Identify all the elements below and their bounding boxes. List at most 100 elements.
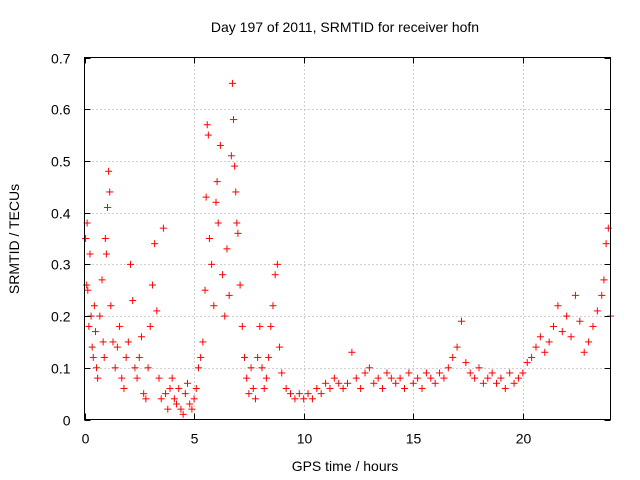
data-point bbox=[129, 297, 137, 305]
grid-lines bbox=[84, 57, 611, 420]
y-tick-label: 0.4 bbox=[51, 206, 71, 222]
y-tick-label: 0.3 bbox=[51, 257, 71, 273]
data-point bbox=[361, 369, 369, 377]
data-point bbox=[157, 395, 165, 403]
data-point bbox=[479, 379, 487, 387]
data-point bbox=[304, 390, 312, 398]
data-point bbox=[179, 410, 187, 418]
data-point bbox=[322, 379, 330, 387]
data-point bbox=[232, 188, 240, 196]
y-axis-label: SRMTID / TECUs bbox=[6, 184, 22, 294]
data-point bbox=[151, 240, 159, 248]
data-point bbox=[91, 328, 99, 336]
data-point bbox=[585, 338, 593, 346]
data-point bbox=[457, 317, 465, 325]
data-point bbox=[197, 353, 205, 361]
data-point bbox=[188, 405, 196, 413]
data-point bbox=[155, 374, 163, 382]
data-point bbox=[118, 374, 126, 382]
data-point bbox=[245, 390, 253, 398]
data-point bbox=[142, 395, 150, 403]
data-point bbox=[550, 322, 558, 330]
data-point bbox=[105, 167, 113, 175]
data-point bbox=[98, 276, 106, 284]
data-point bbox=[238, 322, 246, 330]
data-point bbox=[427, 374, 435, 382]
data-point bbox=[254, 353, 262, 361]
data-point bbox=[227, 152, 235, 160]
data-point bbox=[148, 281, 156, 289]
data-point bbox=[212, 198, 220, 206]
data-point bbox=[287, 390, 295, 398]
data-point bbox=[135, 353, 143, 361]
data-point bbox=[124, 338, 132, 346]
data-point bbox=[204, 131, 212, 139]
data-point bbox=[431, 379, 439, 387]
data-point bbox=[567, 333, 575, 341]
data-point bbox=[175, 384, 183, 392]
data-point bbox=[282, 384, 290, 392]
data-point bbox=[313, 384, 321, 392]
data-point bbox=[231, 162, 239, 170]
plot-frame bbox=[84, 57, 611, 420]
data-point bbox=[422, 369, 430, 377]
data-point bbox=[392, 379, 400, 387]
data-point bbox=[120, 384, 128, 392]
data-point bbox=[166, 384, 174, 392]
data-point bbox=[203, 121, 211, 129]
data-point bbox=[308, 395, 316, 403]
y-tick-label: 0.7 bbox=[51, 51, 71, 67]
data-point bbox=[177, 405, 185, 413]
data-point bbox=[501, 384, 509, 392]
data-point bbox=[396, 374, 404, 382]
data-point bbox=[184, 379, 192, 387]
data-point bbox=[449, 353, 457, 361]
data-point bbox=[82, 235, 90, 242]
data-point bbox=[230, 116, 238, 124]
data-point bbox=[140, 390, 148, 398]
data-point bbox=[159, 224, 167, 232]
data-point bbox=[251, 395, 259, 403]
x-tick-label: 5 bbox=[191, 431, 199, 447]
data-point bbox=[223, 245, 231, 253]
data-point bbox=[219, 271, 227, 279]
data-point bbox=[186, 400, 194, 408]
data-point bbox=[190, 395, 198, 403]
data-point bbox=[374, 374, 382, 382]
data-point bbox=[444, 364, 452, 372]
data-point bbox=[536, 333, 544, 341]
data-point bbox=[205, 235, 213, 242]
data-point bbox=[236, 281, 244, 289]
data-point bbox=[278, 369, 286, 377]
data-point bbox=[113, 343, 121, 351]
data-point bbox=[249, 384, 257, 392]
data-point bbox=[214, 219, 222, 227]
data-point bbox=[99, 338, 107, 346]
data-point bbox=[267, 322, 275, 330]
data-point bbox=[85, 322, 93, 330]
data-point bbox=[466, 369, 474, 377]
data-point bbox=[94, 374, 102, 382]
data-point bbox=[295, 390, 303, 398]
y-tick-label: 0 bbox=[63, 413, 71, 429]
y-tick-label: 0.5 bbox=[51, 154, 71, 170]
data-point bbox=[558, 328, 566, 336]
data-point bbox=[528, 353, 536, 361]
data-point bbox=[506, 369, 514, 377]
data-point bbox=[600, 276, 608, 284]
data-point bbox=[88, 343, 96, 351]
data-point bbox=[100, 353, 108, 361]
data-point bbox=[221, 312, 229, 320]
data-point bbox=[102, 250, 110, 258]
data-point bbox=[173, 400, 181, 408]
data-point bbox=[532, 343, 540, 351]
x-tick-label: 20 bbox=[516, 431, 532, 447]
data-point bbox=[181, 390, 189, 398]
data-point bbox=[523, 359, 531, 367]
data-point bbox=[405, 369, 413, 377]
data-point bbox=[317, 390, 325, 398]
x-tick-label: 0 bbox=[82, 431, 90, 447]
y-tick-label: 0.6 bbox=[51, 102, 71, 118]
data-point bbox=[131, 364, 139, 372]
